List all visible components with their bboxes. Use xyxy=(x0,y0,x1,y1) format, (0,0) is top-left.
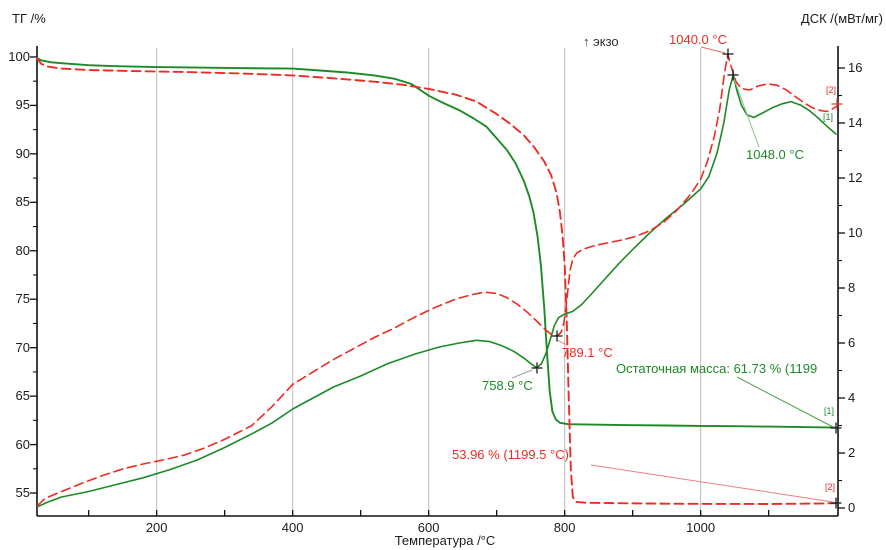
annotation-residual-mass-1: Остаточная масса: 61.73 % (1199 xyxy=(616,361,818,376)
right-tick-label-14: 14 xyxy=(848,115,863,130)
annotation-dip-758c-leader xyxy=(511,369,533,379)
annotation-residual-mass-1-leader xyxy=(736,376,834,428)
annotation-dip-789c: 789.1 °C xyxy=(562,345,613,360)
curve-end-label-tg2: [2] xyxy=(825,482,836,492)
left-tick-label-55: 55 xyxy=(15,485,30,501)
curve-end-label-dsc1: [1] xyxy=(823,112,834,122)
left-tick-label-65: 65 xyxy=(15,388,30,404)
x-tick-label-400: 400 xyxy=(281,520,304,535)
curve-tg-sample-1 xyxy=(36,56,837,429)
left-tick-label-60: 60 xyxy=(15,436,30,452)
curve-dsc-sample-2 xyxy=(36,53,837,507)
left-tick-label-75: 75 xyxy=(15,291,30,307)
annotation-dip-758c: 758.9 °C xyxy=(482,378,533,393)
right-tick-label-2: 2 xyxy=(848,445,856,461)
left-tick-label-90: 90 xyxy=(15,145,30,161)
x-tick-label-600: 600 xyxy=(417,520,440,535)
x-tick-label-200: 200 xyxy=(145,520,168,535)
x-tick-label-1000: 1000 xyxy=(686,520,716,535)
right-tick-label-12: 12 xyxy=(848,170,863,185)
right-tick-label-16: 16 xyxy=(848,60,863,75)
right-tick-label-8: 8 xyxy=(848,280,856,295)
curve-end-label-tg1: [1] xyxy=(824,406,835,416)
right-tick-label-4: 4 xyxy=(848,390,856,406)
annotation-residual-mass-2: 53.96 % (1199.5 °C) xyxy=(452,447,569,462)
annotation-residual-mass-2-leader xyxy=(590,464,834,503)
annotation-peak-1040c-leader xyxy=(700,46,726,54)
left-tick-label-80: 80 xyxy=(15,242,30,258)
left-tick-label-70: 70 xyxy=(15,339,30,355)
annotation-peak-1040c: 1040.0 °C xyxy=(669,32,727,47)
temperature-axis-title: Температура /°C xyxy=(394,533,496,548)
annotation-peak-1048c-leader xyxy=(733,78,760,148)
tg-axis-title: ТГ /% xyxy=(12,11,46,26)
right-tick-label-10: 10 xyxy=(848,225,863,240)
annotation-dip-789c-leader xyxy=(556,339,568,346)
right-tick-label-0: 0 xyxy=(848,500,856,516)
curve-end-label-dsc2: [2] xyxy=(826,85,837,95)
curve-tg-sample-2 xyxy=(36,57,837,505)
curve-dsc-sample-1 xyxy=(36,74,837,508)
left-tick-label-100: 100 xyxy=(8,48,30,64)
right-tick-label-6: 6 xyxy=(848,335,856,351)
left-tick-label-85: 85 xyxy=(15,194,30,210)
annotation-peak-1048c: 1048.0 °C xyxy=(746,147,804,162)
left-tick-label-95: 95 xyxy=(15,97,30,113)
x-tick-label-800: 800 xyxy=(553,520,576,535)
dsc-axis-title: ДСК /(мВт/мг) xyxy=(800,11,883,26)
annotation-exo: ↑ экзо xyxy=(583,34,619,49)
